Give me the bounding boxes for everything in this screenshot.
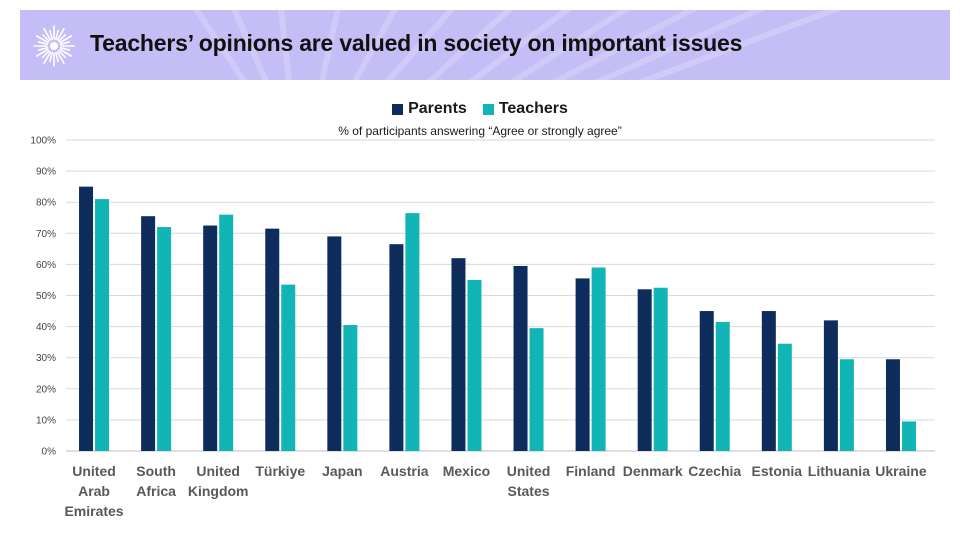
x-tick-label: United States	[507, 463, 551, 499]
bar-parents	[327, 236, 342, 451]
bar-teachers	[405, 213, 420, 451]
bar-parents	[265, 228, 280, 451]
y-tick-label: 20%	[36, 384, 56, 395]
bar-parents	[823, 320, 838, 451]
bar-parents	[637, 289, 652, 451]
bar-teachers	[715, 321, 730, 451]
bar-teachers	[467, 279, 482, 451]
bar-teachers	[281, 284, 296, 451]
y-tick-label: 10%	[36, 415, 56, 426]
chart-gridlines	[66, 139, 935, 452]
x-tick-label: Denmark	[623, 463, 683, 479]
x-tick-label: United Kingdom	[188, 463, 249, 499]
header-banner: Teachers’ opinions are valued in society…	[20, 10, 950, 80]
bar-teachers	[343, 325, 358, 451]
x-tick-label: Lithuania	[808, 463, 870, 479]
legend-item-teachers: Teachers	[482, 100, 568, 118]
bar-teachers	[653, 287, 668, 451]
page-title: Teachers’ opinions are valued in society…	[90, 30, 743, 56]
chart-subtitle: % of participants answering “Agree or st…	[338, 124, 622, 138]
bar-parents	[79, 186, 94, 451]
bar-teachers	[901, 421, 916, 451]
y-tick-label: 90%	[36, 167, 56, 178]
chart-legend: Parents Teachers	[0, 100, 960, 118]
y-tick-label: 60%	[36, 260, 56, 271]
x-tick-label: Ukraine	[875, 463, 927, 479]
legend-label-parents: Parents	[408, 100, 467, 117]
bar-parents	[389, 244, 404, 451]
x-tick-label: Estonia	[752, 463, 803, 479]
bar-teachers	[157, 227, 172, 451]
bar-teachers	[219, 214, 234, 451]
bar-parents	[203, 225, 218, 451]
bar-parents	[885, 359, 900, 451]
legend-item-parents: Parents	[392, 100, 467, 118]
bar-teachers	[95, 199, 110, 451]
bar-parents	[451, 258, 466, 451]
legend-swatch-parents	[392, 103, 404, 115]
y-tick-label: 80%	[36, 198, 56, 209]
y-tick-label: 40%	[36, 322, 56, 333]
header-background-pattern	[193, 10, 842, 80]
y-tick-label: 30%	[36, 353, 56, 364]
bar-parents	[699, 311, 714, 451]
legend-swatch-teachers	[482, 103, 494, 115]
bar-teachers	[839, 359, 854, 451]
bar-parents	[575, 278, 590, 451]
x-tick-label: Türkiye	[255, 463, 305, 479]
chart-bars	[79, 186, 916, 451]
bar-teachers	[591, 267, 606, 451]
y-tick-label: 50%	[36, 291, 56, 302]
legend-label-teachers: Teachers	[498, 100, 568, 117]
x-tick-label: South Africa	[136, 463, 176, 499]
y-tick-label: 0%	[42, 447, 57, 458]
bar-parents	[141, 216, 156, 451]
bar-parents	[761, 311, 776, 451]
x-tick-label: Japan	[322, 463, 362, 479]
bar-teachers	[529, 328, 544, 451]
x-axis: United Arab Emirates South Africa United Kingd…	[64, 463, 926, 519]
x-tick-label: Austria	[380, 463, 428, 479]
y-tick-label: 100%	[30, 136, 56, 147]
x-tick-label: United Arab Emirates	[64, 463, 123, 519]
bar-parents	[513, 265, 528, 451]
x-tick-label: Finland	[566, 463, 616, 479]
x-tick-label: Mexico	[443, 463, 490, 479]
x-tick-label: Czechia	[688, 463, 741, 479]
sunburst-logo-icon	[33, 25, 75, 67]
y-axis: 0% 10% 20% 30% 40% 50% 60% 70% 80% 90% 100%	[30, 136, 56, 458]
y-tick-label: 70%	[36, 229, 56, 240]
bar-teachers	[777, 343, 792, 451]
